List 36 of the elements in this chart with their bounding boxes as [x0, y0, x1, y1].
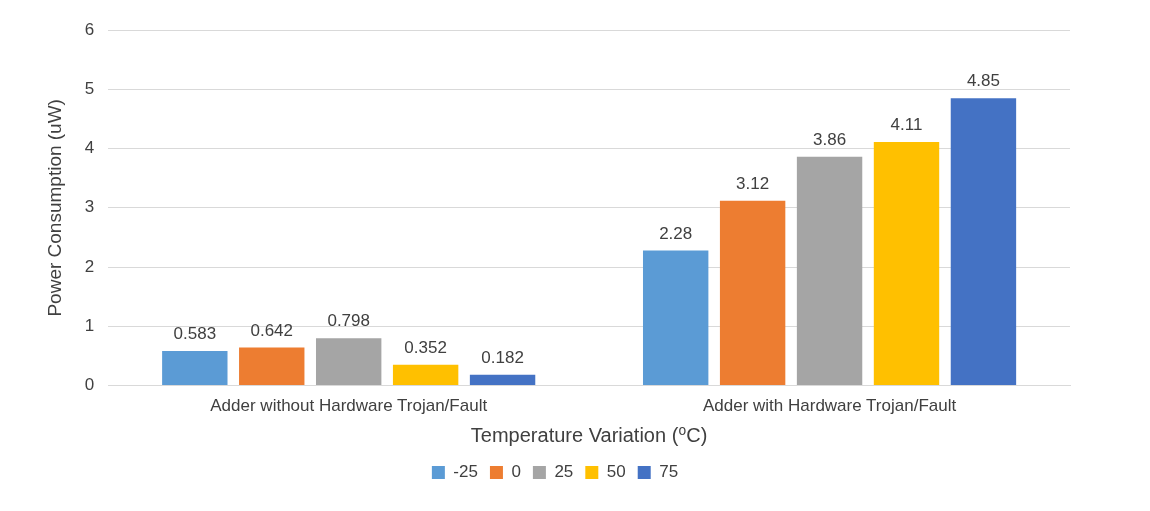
bar: [392, 364, 459, 386]
bar: [642, 250, 709, 386]
y-tick-label: 5: [84, 78, 95, 98]
y-tick-label: 1: [84, 316, 95, 336]
legend-label: 75: [659, 462, 679, 482]
legend-label: 25: [554, 462, 574, 482]
data-label: 0.642: [250, 320, 294, 340]
y-tick-label: 4: [84, 138, 95, 158]
data-label: 3.12: [736, 173, 770, 193]
bar: [796, 156, 863, 386]
data-label: 0.352: [404, 337, 447, 357]
data-label: 4.85: [966, 71, 1000, 91]
legend-label: 0: [511, 462, 521, 482]
bar: [950, 98, 1017, 386]
y-tick-label: 2: [84, 256, 95, 276]
y-axis-title: Power Consumption (uW): [43, 99, 65, 317]
bar: [719, 200, 786, 386]
bar: [315, 338, 382, 386]
y-tick-label: 3: [84, 197, 95, 217]
bar: [469, 374, 536, 386]
bar: [162, 351, 228, 386]
data-label: 4.11: [890, 115, 923, 135]
bar: [873, 142, 940, 386]
y-tick-label: 0: [84, 375, 95, 395]
legend-label: 50: [606, 462, 626, 482]
y-tick-label: 6: [84, 19, 95, 39]
data-label: 2.28: [659, 223, 693, 243]
x-tick-label: Adder with Hardware Trojan/Fault: [702, 396, 957, 416]
data-label: 0.583: [173, 324, 217, 344]
x-axis-title: Temperature Variation (⁰C): [470, 423, 708, 446]
data-label: 0.798: [327, 311, 370, 331]
legend-label: -25: [453, 462, 478, 482]
bar: [239, 347, 305, 386]
data-label: 3.86: [813, 130, 847, 150]
x-tick-label: Adder without Hardware Trojan/Fault: [210, 396, 488, 416]
data-label: 0.182: [481, 348, 524, 367]
